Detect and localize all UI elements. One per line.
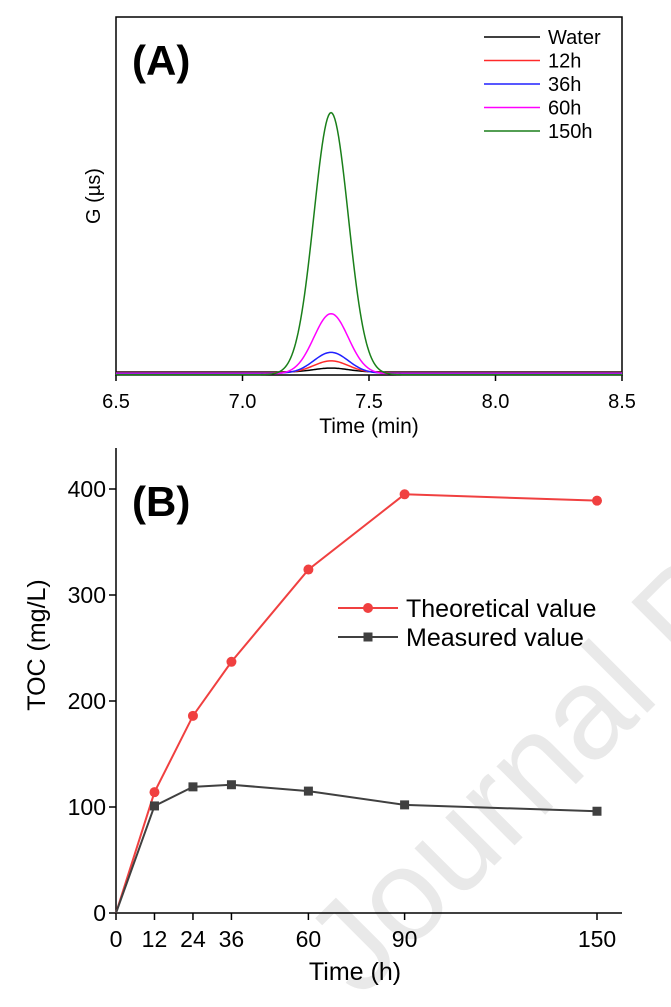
panel-b-data-point	[149, 787, 160, 798]
panel-b: (B) 0 100 200 300 400 0 12 24 36 60 90 150 Theoret…	[23, 448, 622, 986]
panel-a-x-ticks: 6.5 7.0 7.5 8.0 8.5	[102, 375, 636, 413]
panel-b-data-point	[226, 656, 237, 667]
panel-b-x-ticks: 0 12 24 36 60 90 150	[110, 913, 616, 952]
panel-a-x-tick-label: 7.0	[229, 391, 257, 413]
panel-b-data-point	[187, 710, 198, 721]
panel-b-x-tick-label: 12	[142, 926, 168, 952]
panel-b-y-tick-label: 400	[68, 476, 106, 502]
panel-b-x-tick-label: 150	[578, 926, 616, 952]
panel-a-curves	[116, 111, 622, 376]
panel-a-legend-label: 150h	[548, 121, 593, 143]
panel-b-y-tick-label: 200	[68, 688, 106, 714]
panel-b-data-point	[149, 801, 159, 811]
panel-a-legend-label: 36h	[548, 74, 581, 96]
panel-b-data-point	[399, 489, 410, 500]
panel-b-y-label: TOC (mg/L)	[23, 579, 51, 711]
panel-a-x-tick-label: 7.5	[355, 391, 383, 413]
panel-b-x-tick-label: 90	[392, 926, 418, 952]
panel-a-x-tick-label: 8.0	[482, 391, 510, 413]
panel-b-data-point	[400, 800, 410, 810]
panel-b-x-tick-label: 36	[219, 926, 245, 952]
panel-a-frame	[115, 16, 623, 376]
panel-b-data-point	[592, 806, 602, 816]
panel-b-legend-marker	[363, 632, 373, 642]
panel-b-legend-marker	[363, 603, 373, 613]
panel-b-data-point	[188, 782, 198, 792]
panel-b-data-point	[592, 495, 602, 506]
panel-a-series-line	[116, 351, 622, 375]
panel-a-y-label: G (µs)	[83, 168, 105, 224]
panel-b-series	[115, 489, 602, 914]
panel-a-x-tick-label: 8.5	[608, 391, 636, 413]
watermark-text: Journal Pre	[277, 446, 671, 1007]
panel-b-x-tick-label: 24	[180, 926, 206, 952]
panel-a-label: (A)	[132, 37, 190, 84]
panel-b-data-point	[303, 786, 313, 796]
panel-b-y-ticks: 0 100 200 300 400	[68, 476, 116, 926]
panel-b-legend-label: Measured value	[406, 624, 584, 652]
panel-b-y-tick-label: 100	[68, 794, 106, 820]
panel-b-label: (B)	[132, 478, 190, 525]
panel-a-legend-label: 12h	[548, 51, 581, 73]
panel-b-x-tick-label: 60	[296, 926, 322, 952]
panel-a-x-label: Time (min)	[319, 415, 419, 438]
panel-b-data-point	[226, 780, 236, 790]
panel-b-y-tick-label: 0	[93, 900, 106, 926]
panel-b-y-tick-label: 300	[68, 582, 106, 608]
panel-a-legend-label: 60h	[548, 98, 581, 120]
panel-b-x-tick-label: 0	[110, 926, 123, 952]
panel-b-x-label: Time (h)	[309, 958, 401, 986]
panel-b-data-point	[303, 564, 314, 575]
panel-a-x-tick-label: 6.5	[102, 391, 130, 413]
watermark: Journal Pre	[277, 446, 671, 1007]
panel-a-legend-label: Water	[548, 27, 601, 49]
panel-a-series-line	[116, 312, 622, 375]
panel-a-series-line	[116, 111, 622, 376]
panel-b-legend-label: Theoretical value	[406, 595, 596, 623]
